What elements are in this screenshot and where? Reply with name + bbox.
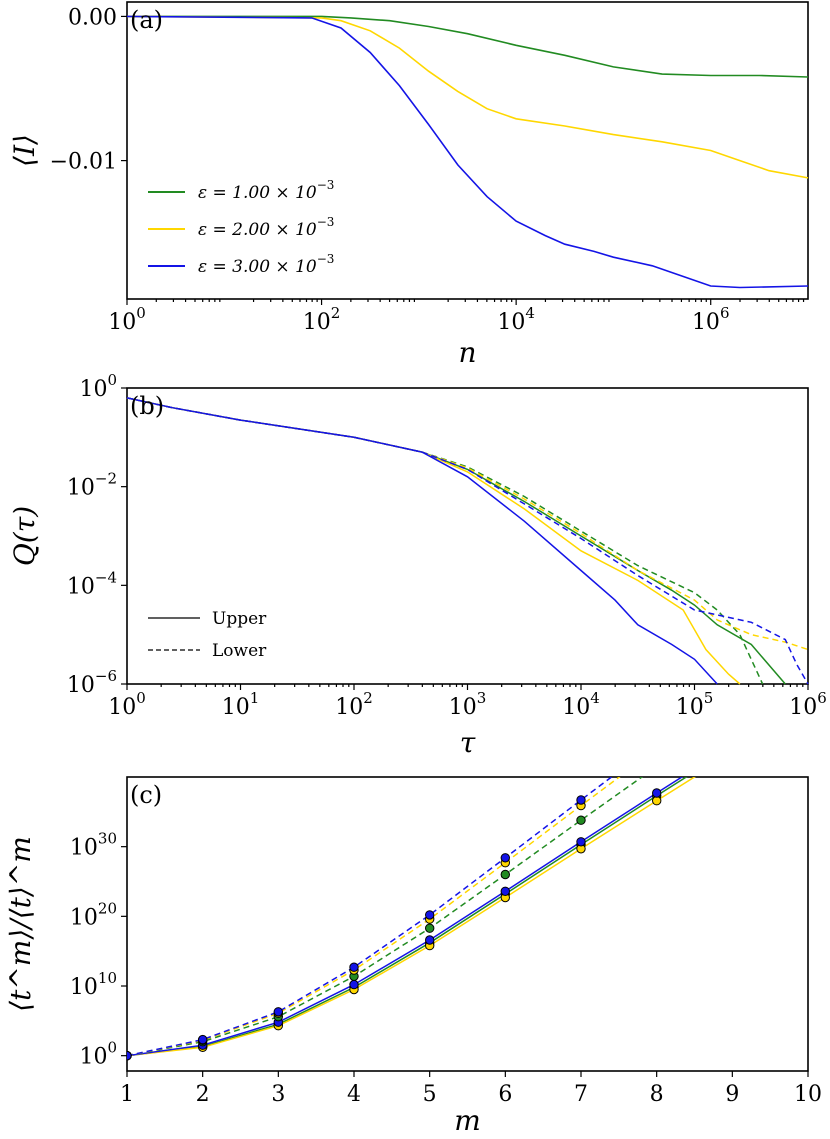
- legend-entry-a: ε = 3.00 × 10−3: [198, 252, 334, 277]
- x-tick-label-b: 105: [676, 689, 714, 720]
- x-tick-label-c: 5: [423, 1082, 437, 1107]
- data-point-c: [576, 795, 586, 805]
- x-tick-label-a: 106: [692, 304, 730, 335]
- data-point-c: [653, 745, 661, 753]
- x-tick-label-b: 103: [449, 689, 487, 720]
- x-axis-label-c: m: [454, 1104, 481, 1137]
- data-point-c: [198, 1034, 208, 1045]
- data-point-c: [425, 923, 435, 933]
- y-tick-label-b: 10−4: [67, 568, 117, 599]
- series-line-c: [127, 777, 684, 1057]
- x-tick-label-c: 4: [347, 1082, 361, 1107]
- data-point-c: [728, 744, 736, 752]
- series-line-c: [127, 777, 613, 1057]
- y-tick-label-a: 0.00: [68, 5, 117, 30]
- x-tick-label-a: 102: [303, 304, 341, 335]
- data-point-c: [653, 762, 661, 770]
- axes-frame-c: [126, 776, 809, 1072]
- series-line-c: [127, 777, 688, 1057]
- data-point-c: [652, 796, 662, 806]
- data-point-c: [425, 935, 435, 945]
- panel-a: 100 102 104 106 0.00 −0.01 (a) n ⟨I⟩ ε = 1.00 × 1…: [8, 1, 809, 369]
- x-axis-label-b: τ: [460, 726, 476, 759]
- data-point-c: [500, 853, 510, 863]
- y-axis-label-c: ⟨t^m⟩/⟨t⟩^m: [4, 836, 37, 1012]
- data-point-c: [127, 1051, 132, 1061]
- panel-c: 1 2 3 4 5 6 7 8 9 10 100 1010 1020 1030 (c) m ⟨t^m⟩/⟨t⟩^…: [4, 689, 822, 1137]
- y-axis-label-a: ⟨I⟩: [8, 134, 41, 167]
- data-point-c: [728, 709, 736, 717]
- y-tick-label-b: 10−2: [67, 470, 117, 501]
- series-line-b: [126, 397, 809, 685]
- data-point-c: [728, 741, 736, 749]
- x-tick-label-b: 101: [222, 689, 260, 720]
- legend-entry-a: ε = 2.00 × 10−3: [198, 215, 334, 240]
- y-tick-label-c: 1020: [70, 899, 117, 930]
- data-point-c: [653, 739, 661, 747]
- x-tick-label-b: 100: [108, 689, 146, 720]
- axes-frame-a: [126, 1, 809, 300]
- x-axis-label-a: n: [458, 336, 476, 369]
- x-tick-label-a: 100: [108, 304, 146, 335]
- x-tick-label-b: 102: [335, 689, 373, 720]
- data-point-c: [576, 815, 586, 825]
- y-tick-label-b: 10−6: [67, 667, 117, 698]
- y-tick-label-a: −0.01: [50, 150, 117, 175]
- y-tick-label-c: 1010: [70, 969, 117, 1000]
- x-tick-label-c: 2: [196, 1082, 210, 1107]
- legend-entry-a: ε = 1.00 × 10−3: [198, 178, 334, 203]
- x-tick-label-c: 6: [498, 1082, 512, 1107]
- x-tick-label-c: 8: [650, 1082, 664, 1107]
- data-point-c: [576, 837, 586, 847]
- panel-label-b: (b): [130, 392, 164, 420]
- y-axis-label-b: Q(τ): [8, 506, 41, 566]
- legend-entry-b: Upper: [212, 609, 267, 629]
- data-point-c: [425, 910, 435, 920]
- x-tick-label-c: 1: [120, 1082, 134, 1107]
- y-tick-label-b: 100: [79, 371, 117, 402]
- x-tick-label-c: 3: [271, 1082, 285, 1107]
- data-point-c: [728, 689, 736, 697]
- data-point-c: [652, 788, 662, 798]
- data-point-c: [500, 869, 510, 880]
- panel-b: 100 101 102 103 104 105 106 100 10−2 10−4 10−6 (b) τ…: [8, 371, 827, 759]
- x-tick-label-b: 104: [562, 689, 600, 720]
- x-tick-label-c: 10: [794, 1082, 822, 1107]
- x-tick-label-b: 106: [789, 689, 827, 720]
- series-line-c: [127, 777, 621, 1057]
- legend-entry-b: Lower: [212, 641, 267, 661]
- data-point-c: [500, 886, 510, 896]
- x-tick-label-a: 104: [497, 304, 535, 335]
- x-tick-label-c: 7: [574, 1082, 588, 1107]
- data-point-c: [349, 962, 359, 972]
- panel-label-c: (c): [130, 781, 162, 809]
- panel-label-a: (a): [130, 6, 163, 34]
- axes-frame-b: [126, 387, 809, 685]
- plot-area-c: [127, 689, 736, 1061]
- series-line-a: [126, 15, 809, 289]
- series-line-a: [126, 15, 809, 179]
- y-tick-label-c: 1030: [70, 830, 117, 861]
- data-point-c: [273, 1007, 283, 1017]
- x-tick-label-c: 9: [725, 1082, 739, 1107]
- data-point-c: [728, 749, 736, 757]
- y-tick-label-c: 100: [79, 1039, 117, 1070]
- data-point-c: [349, 979, 359, 990]
- series-line-a: [127, 15, 809, 78]
- series-line-c: [127, 777, 696, 1057]
